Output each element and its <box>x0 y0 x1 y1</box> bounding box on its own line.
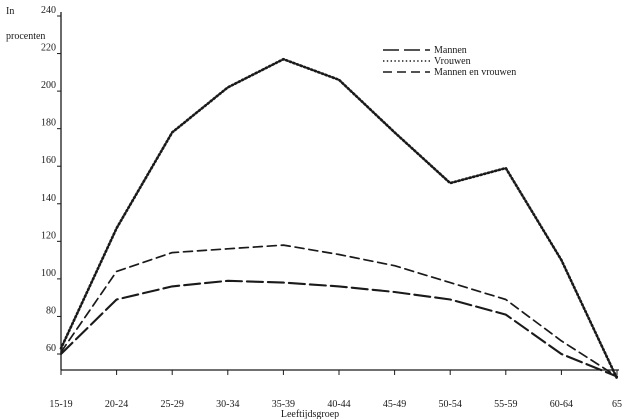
x-tick-label: 30-34 <box>216 399 239 410</box>
y-tick-label: 240 <box>41 5 56 16</box>
series-line-1 <box>59 279 619 378</box>
series-group <box>59 57 619 380</box>
x-tick-label: 50-54 <box>439 399 462 410</box>
x-axis-ticks: 15-19 20-24 25-29 30-34 35-39 40-44 45-49 50-54… <box>49 370 622 410</box>
y-tick-label: 120 <box>41 230 56 241</box>
x-tick-label: 20-24 <box>105 399 128 410</box>
legend-label: Vrouwen <box>434 56 471 67</box>
y-tick-label: 80 <box>46 305 56 316</box>
x-tick-label: 35-39 <box>272 399 295 410</box>
axes <box>60 12 619 371</box>
y-axis-ticks: 60 80 100 120 140 160 180 200 220 240 <box>41 5 61 355</box>
y-tick-label: 180 <box>41 118 56 129</box>
legend-label: Mannen <box>434 45 467 56</box>
x-tick-label: 55-59 <box>494 399 517 410</box>
y-axis-title-line1: In <box>6 6 14 17</box>
series-line-2 <box>59 57 619 380</box>
series-line-3 <box>60 244 618 378</box>
x-axis-title: Leeftijdsgroep <box>281 409 339 419</box>
legend-label: Mannen en vrouwen <box>434 67 516 78</box>
y-tick-label: 140 <box>41 193 56 204</box>
x-tick-label: 45-49 <box>383 399 406 410</box>
x-tick-label: 65 <box>612 399 622 410</box>
y-tick-label: 160 <box>41 155 56 166</box>
y-axis-title-line2: procenten <box>6 31 45 42</box>
y-tick-label: 220 <box>41 43 56 54</box>
y-tick-label: 200 <box>41 80 56 91</box>
x-tick-label: 25-29 <box>161 399 184 410</box>
y-tick-label: 100 <box>41 268 56 279</box>
x-tick-label: 40-44 <box>327 399 350 410</box>
x-tick-label: 60-64 <box>550 399 573 410</box>
y-tick-label: 60 <box>46 343 56 354</box>
x-tick-label: 15-19 <box>49 399 72 410</box>
